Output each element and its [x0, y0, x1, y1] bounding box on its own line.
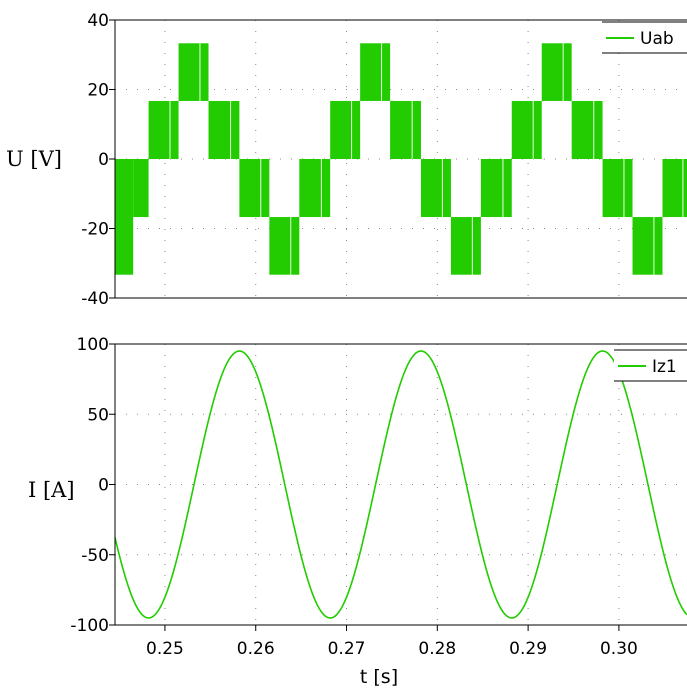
current-panel: 100 50 0 -50 -100 0.25 0.26 0.27 0.28 0.29 0.30 I… [28, 335, 687, 688]
voltage-axis-label: U [V] [6, 147, 62, 171]
y-tick-label: -50 [81, 546, 109, 566]
y-tick-label: 20 [87, 81, 109, 101]
voltage-legend[interactable]: Uab [602, 21, 687, 54]
voltage-band [148, 100, 179, 159]
x-tick-label: 0.27 [328, 639, 366, 659]
voltage-panel: 40 20 0 -20 -40 U [V] Uab [6, 11, 687, 309]
voltage-band [632, 217, 663, 275]
x-tick-label: 0.25 [146, 639, 184, 659]
voltage-band [602, 159, 633, 218]
y-tick-label: 0 [98, 476, 109, 496]
voltage-y-axis: 40 20 0 -20 -40 [81, 11, 687, 309]
voltage-band [133, 159, 149, 218]
current-grid [115, 344, 687, 625]
voltage-band [390, 100, 421, 159]
voltage-band [571, 100, 603, 159]
y-tick-label: 50 [87, 405, 109, 425]
voltage-band [178, 43, 209, 101]
voltage-band [541, 43, 572, 101]
current-legend[interactable]: Iz1 [614, 349, 687, 382]
legend-label-uab: Uab [640, 29, 674, 49]
voltage-band [330, 100, 361, 159]
y-tick-label: 40 [87, 11, 109, 31]
time-x-axis: 0.25 0.26 0.27 0.28 0.29 0.30 [146, 625, 638, 659]
voltage-band [208, 100, 240, 159]
voltage-band [239, 159, 270, 218]
y-tick-label: 100 [77, 335, 109, 355]
current-axis-label: I [A] [28, 478, 75, 502]
y-tick-label: -100 [70, 616, 109, 636]
voltage-band [115, 159, 134, 275]
y-tick-label: 0 [98, 150, 109, 170]
voltage-band [480, 159, 512, 218]
y-tick-label: -40 [81, 289, 109, 309]
x-tick-label: 0.28 [418, 639, 456, 659]
legend-label-iz1: Iz1 [652, 357, 677, 377]
current-series [114, 350, 687, 619]
voltage-series [115, 43, 687, 275]
time-axis-label: t [s] [360, 666, 398, 688]
x-tick-label: 0.26 [237, 639, 275, 659]
voltage-band [360, 43, 391, 101]
voltage-band [299, 159, 331, 218]
y-tick-label: -20 [81, 220, 109, 240]
current-line [114, 350, 687, 619]
voltage-band [420, 159, 451, 218]
current-y-axis: 100 50 0 -50 -100 [70, 335, 687, 636]
voltage-band [269, 217, 300, 275]
voltage-band [450, 217, 481, 275]
voltage-band [511, 100, 542, 159]
x-tick-label: 0.30 [600, 639, 638, 659]
x-tick-label: 0.29 [509, 639, 547, 659]
